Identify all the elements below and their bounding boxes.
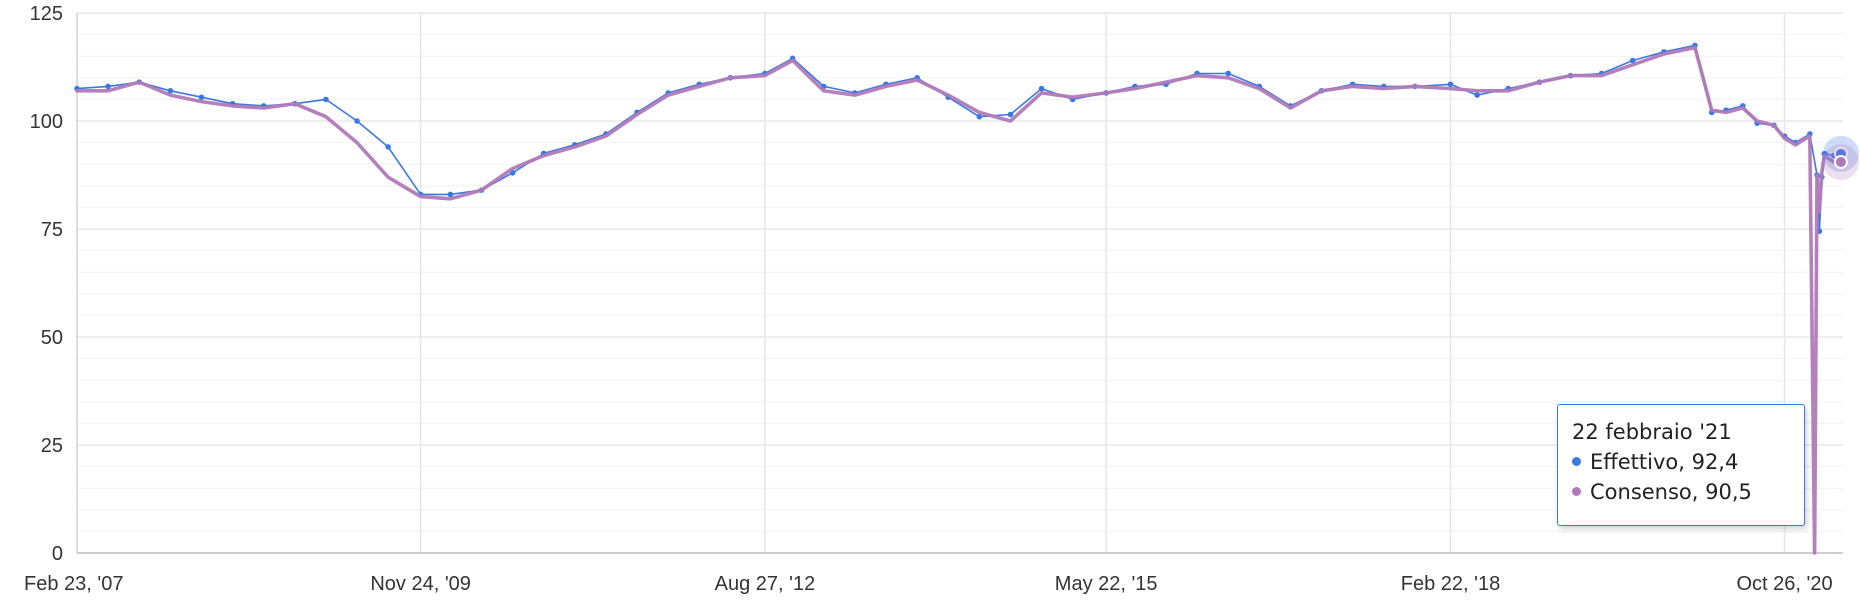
effettivo-legend-dot-icon: [1572, 456, 1581, 466]
x-tick-label: Feb 23, '07: [24, 573, 123, 595]
x-tick-label: Feb 22, '18: [1401, 573, 1500, 595]
y-tick-label: 0: [52, 543, 63, 565]
x-tick-label: Nov 24, '09: [370, 573, 471, 595]
data-point-effettivo: [1038, 85, 1045, 92]
x-tick-label: Aug 27, '12: [715, 573, 816, 595]
series-layer: [74, 42, 1844, 555]
data-point-effettivo: [976, 113, 983, 120]
x-tick-label: May 22, '15: [1055, 573, 1158, 595]
major-gridlines: [76, 12, 1843, 553]
data-point-effettivo: [1007, 111, 1014, 118]
data-point-effettivo: [447, 191, 454, 198]
data-point-effettivo: [198, 94, 205, 101]
data-point-effettivo: [354, 118, 360, 124]
data-point-effettivo: [1225, 70, 1232, 77]
y-axis: 0 25 50 75 100 125: [30, 3, 78, 565]
y-tick-label: 125: [30, 3, 63, 25]
data-point-effettivo: [385, 144, 391, 150]
minor-gridlines: [77, 34, 1843, 532]
tooltip-row-consenso: Consenso, 90,5: [1572, 477, 1790, 507]
hover-markers: [1822, 135, 1859, 181]
x-tick-label: Oct 26, '20: [1736, 573, 1832, 595]
tooltip-consenso-text: Consenso, 90,5: [1590, 480, 1752, 504]
hover-dot-consenso: [1833, 155, 1848, 170]
data-point-effettivo: [1447, 81, 1454, 88]
y-tick-label: 75: [41, 219, 63, 241]
tooltip-effettivo-text: Effettivo, 92,4: [1590, 450, 1739, 474]
hover-tooltip: 22 febbraio '21 Effettivo, 92,4 Consenso…: [1557, 404, 1805, 526]
data-point-effettivo: [167, 87, 174, 94]
x-axis: Feb 23, '07 Nov 24, '09 Aug 27, '12 May 22,…: [24, 552, 1843, 595]
series-line-effettivo: [76, 44, 1842, 232]
data-point-effettivo: [323, 96, 329, 103]
y-tick-label: 50: [41, 327, 63, 349]
y-tick-label: 25: [41, 435, 63, 457]
series-line-consenso: [75, 45, 1843, 555]
consenso-legend-dot-icon: [1572, 486, 1581, 496]
data-point-effettivo: [1629, 57, 1636, 64]
data-point-effettivo: [1474, 92, 1480, 98]
y-tick-label: 100: [30, 111, 63, 133]
tooltip-row-effettivo: Effettivo, 92,4: [1572, 447, 1790, 477]
data-point-effettivo: [105, 83, 111, 90]
tooltip-date: 22 febbraio '21: [1572, 420, 1732, 444]
